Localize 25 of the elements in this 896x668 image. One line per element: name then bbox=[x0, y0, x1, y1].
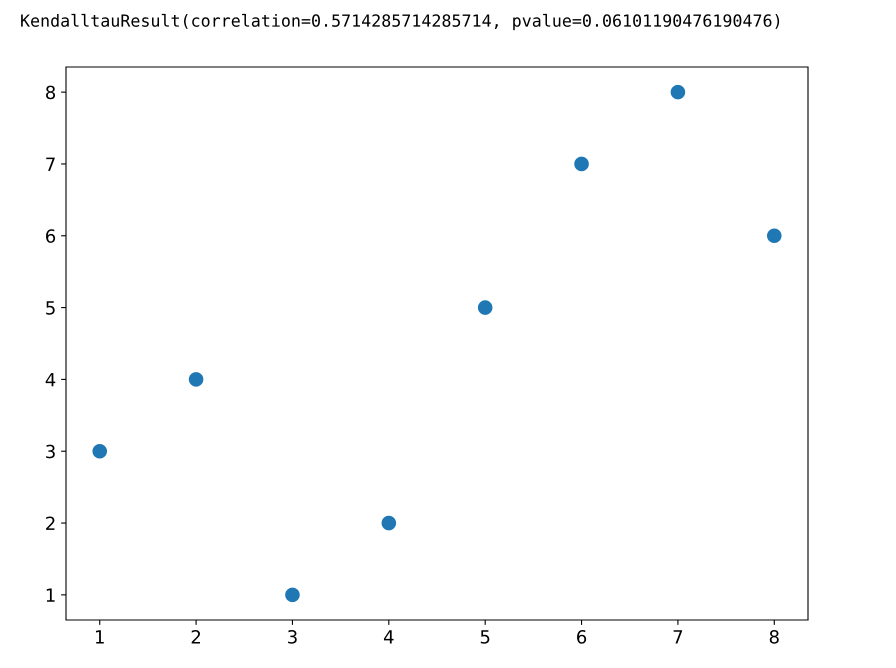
y-tick-label: 7 bbox=[46, 158, 55, 171]
x-tick-label: 1 bbox=[96, 630, 104, 644]
point bbox=[478, 300, 492, 315]
chart-title: KendalltauResult(correlation=0.5714285714285714, pvalue=0.06101190476190476) bbox=[21, 14, 780, 30]
y-tick-label: 6 bbox=[46, 229, 56, 243]
point bbox=[92, 444, 108, 459]
point bbox=[382, 516, 396, 530]
x-tick-label: 4 bbox=[384, 630, 394, 644]
point bbox=[670, 84, 686, 100]
x-tick-label: 5 bbox=[480, 630, 490, 644]
point bbox=[574, 156, 589, 172]
x-tick-label: 7 bbox=[674, 630, 682, 644]
y-tick-label: 1 bbox=[46, 588, 55, 602]
y-tick-label: 2 bbox=[46, 516, 54, 530]
point bbox=[766, 228, 782, 244]
y-tick-label: 4 bbox=[46, 373, 56, 386]
y-tick-label: 3 bbox=[46, 444, 55, 458]
y-tick-label: 8 bbox=[46, 86, 56, 100]
point bbox=[188, 372, 204, 387]
x-tick-label: 6 bbox=[577, 630, 586, 644]
x-tick-label: 3 bbox=[288, 630, 297, 644]
point bbox=[285, 588, 300, 602]
x-tick-label: 8 bbox=[770, 630, 779, 644]
y-tick-label: 5 bbox=[46, 301, 55, 315]
x-tick-label: 2 bbox=[192, 630, 200, 644]
